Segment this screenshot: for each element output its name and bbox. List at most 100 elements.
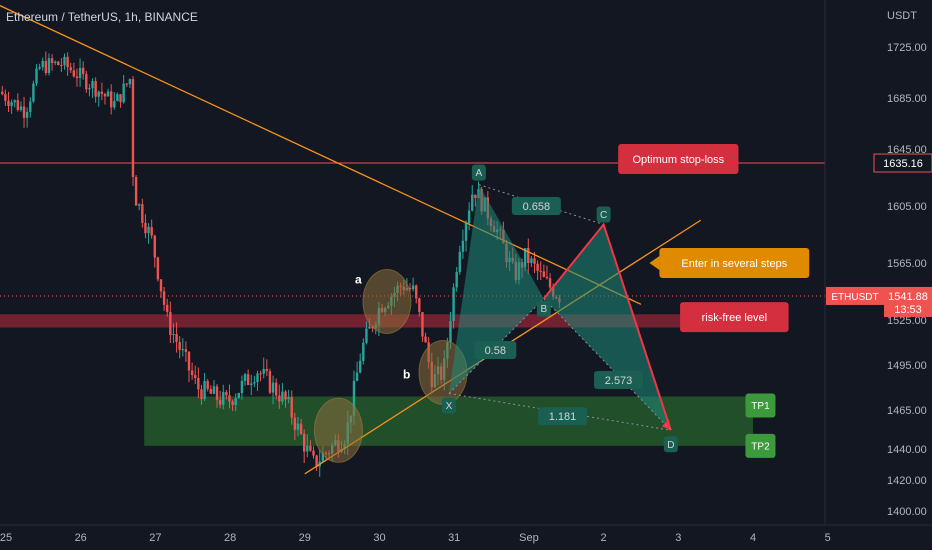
candle-body (169, 311, 172, 336)
symbol-badge[interactable] (826, 286, 884, 305)
candle-body (125, 83, 128, 85)
candle-body (1, 91, 4, 95)
candle-body (175, 334, 178, 342)
candle-body (119, 94, 122, 103)
price-tick-label: 1725.00 (887, 42, 927, 54)
callout-enter-in-several-steps[interactable]: Enter in several steps (681, 258, 787, 270)
ratio-label-bg (594, 371, 644, 389)
candle-body (545, 276, 549, 279)
price-tick-label: 1465.00 (887, 405, 927, 417)
candle-body (293, 417, 297, 430)
time-tick-label: 3 (675, 532, 681, 544)
candle-body (159, 279, 163, 292)
time-tick-label: 25 (0, 532, 12, 544)
callout-risk-free-level[interactable]: risk-free level (702, 312, 767, 324)
candle-body (321, 452, 325, 462)
pattern-point-D-bg (663, 436, 678, 453)
candle-body (4, 94, 7, 101)
candle-body (225, 392, 228, 396)
candle-body (19, 106, 23, 111)
candle-body (250, 383, 253, 385)
price-tick-label: 1420.00 (887, 475, 927, 487)
candle-body (113, 100, 116, 108)
ratio-label: 1.181 (549, 411, 577, 423)
callout-risk-free-level-bg[interactable] (680, 302, 789, 333)
candle-body (455, 272, 458, 288)
highlight-circle (362, 268, 412, 334)
callout-optimum-stop-loss[interactable]: Optimum stop-loss (632, 154, 724, 166)
candle-body (274, 382, 278, 396)
candle-body (474, 194, 477, 199)
candle-body (218, 399, 222, 405)
candle-body (178, 341, 181, 350)
candle-body (449, 320, 452, 343)
callout-tp1-bg[interactable] (745, 393, 776, 418)
candle-body (243, 374, 247, 381)
callout-enter-in-several-steps-bg[interactable] (659, 248, 810, 278)
candle-body (156, 257, 160, 280)
candle-body (362, 342, 365, 361)
candle-body (268, 371, 272, 393)
ratio-connector-xb (448, 298, 545, 394)
callout-tp2[interactable]: TP2 (751, 441, 770, 452)
candle-body (138, 204, 141, 206)
ratio-label: 0.58 (485, 345, 506, 357)
wave-label-b: b (403, 368, 410, 382)
candle-body (131, 79, 135, 177)
candle-body (471, 194, 474, 211)
candle-body (368, 326, 371, 329)
candle-body (85, 74, 88, 90)
candle-body (237, 392, 241, 399)
pattern-point-A-bg (471, 164, 486, 181)
candle-body (75, 76, 79, 79)
pattern-point-A: A (476, 168, 483, 179)
candle-body (240, 380, 244, 393)
time-tick-label: 4 (750, 532, 756, 544)
candle-body (530, 258, 533, 263)
candle-body (262, 368, 265, 374)
candle-body (523, 248, 527, 268)
candle-body (464, 223, 468, 241)
candle-body (415, 285, 418, 299)
harmonic-triangle-xab (448, 184, 544, 394)
candle-body (144, 222, 147, 234)
candle-body (97, 91, 100, 97)
candle-body (88, 88, 91, 90)
harmonic-layer: X A B C D 0.658 0.58 2.573 1.181 (441, 164, 678, 453)
candle-body (200, 389, 203, 400)
stop-loss-badge (873, 153, 932, 173)
time-axis[interactable]: 25 26 27 28 29 30 31 Sep 2 3 4 5 (0, 524, 932, 544)
candle-body (359, 360, 362, 373)
time-tick-label: 26 (75, 532, 87, 544)
candle-body (122, 83, 125, 103)
callout-tp1[interactable]: TP1 (751, 401, 770, 412)
candle-body (13, 100, 16, 103)
callout-optimum-stop-loss-bg[interactable] (618, 143, 739, 174)
candle-body (194, 375, 197, 379)
pattern-point-C: C (600, 210, 607, 221)
candle-body (467, 210, 471, 224)
highlight-circle (313, 397, 363, 463)
candle-body (29, 101, 32, 112)
candle-body (296, 423, 300, 430)
candle-body (141, 204, 144, 223)
candle-body (147, 226, 150, 234)
callout-tp2-bg[interactable] (745, 433, 776, 458)
candle-body (103, 93, 107, 97)
price-axis[interactable]: USDT 1725.00 1685.00 1645.00 1605.00 1565.00… (824, 0, 932, 525)
countdown-label: 13:53 (894, 304, 922, 316)
candle-body (35, 68, 38, 84)
candle-body (302, 433, 306, 452)
pattern-point-D: D (667, 440, 674, 451)
candle-body (16, 100, 20, 111)
candle-body (281, 391, 284, 402)
candle-body (153, 235, 156, 258)
time-tick-label: Sep (519, 532, 539, 544)
candle-body (312, 450, 315, 456)
candle-body (421, 312, 424, 337)
candle-body (181, 349, 184, 351)
candle-body (259, 373, 262, 375)
trendline-descending-resistance[interactable] (0, 4, 642, 305)
